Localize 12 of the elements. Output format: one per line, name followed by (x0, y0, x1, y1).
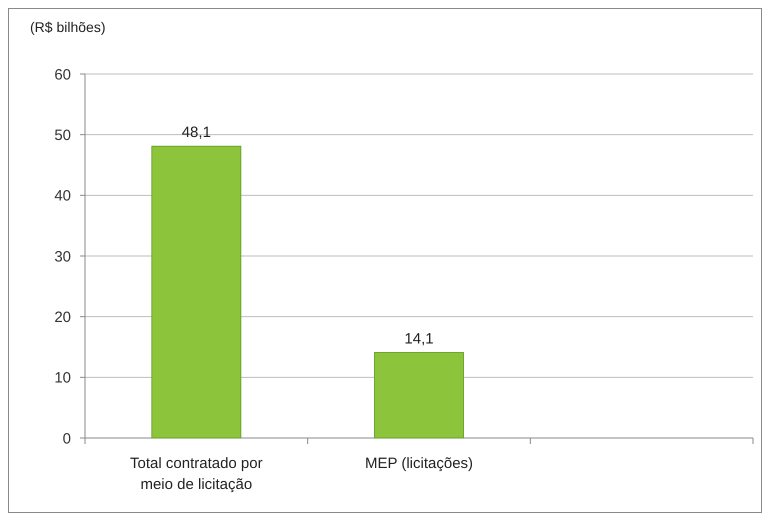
y-axis-title: (R$ bilhões) (30, 19, 106, 35)
y-tick-label: 40 (54, 188, 71, 205)
data-label: 48,1 (182, 124, 211, 142)
y-tick-label: 50 (54, 126, 71, 144)
y-tick-label: 30 (54, 248, 71, 266)
y-tick-label: 0 (62, 430, 71, 448)
y-tick-label: 20 (54, 308, 71, 326)
x-tick-label: MEP (licitações) (364, 455, 474, 472)
x-tick-label: Total contratado por meio de licitação (130, 455, 263, 493)
y-tick-label: 60 (54, 66, 71, 84)
data-label: 14,1 (404, 330, 434, 348)
y-tick-label: 10 (54, 370, 71, 387)
